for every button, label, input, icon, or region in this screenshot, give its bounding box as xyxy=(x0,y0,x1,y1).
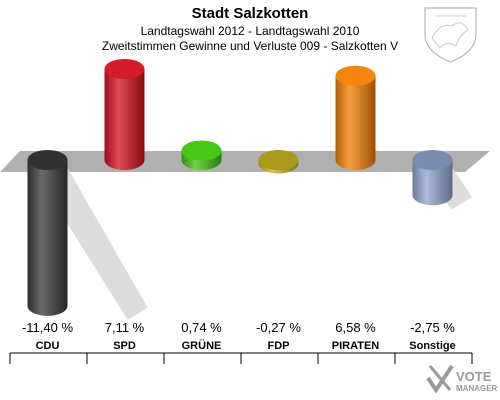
chart-subtitle-1: Landtagswahl 2012 - Landtagswahl 2010 xyxy=(141,24,360,38)
bar-cap xyxy=(104,58,145,79)
bars xyxy=(27,58,453,316)
category-label: SPD xyxy=(113,340,136,352)
category-label: GRÜNE xyxy=(182,339,222,352)
category-label: Sonstige xyxy=(409,340,455,352)
category-label: PIRATEN xyxy=(332,340,380,352)
bar-cap xyxy=(27,150,68,170)
value-labels: -11,40 % 7,11 % 0,74 % -0,27 % 6,58 % -2,75 % xyxy=(22,320,455,335)
watermark: VOTE MANAGER xyxy=(426,364,498,394)
category-labels: CDU SPD GRÜNE FDP PIRATEN Sonstige xyxy=(36,339,456,352)
watermark-manager: MANAGER xyxy=(456,384,498,393)
chart-title: Stadt Salzkotten xyxy=(192,5,309,22)
category-ticks xyxy=(9,353,473,364)
value-label: -0,27 % xyxy=(256,320,301,335)
bar-cap xyxy=(181,140,222,161)
value-label: 7,11 % xyxy=(105,320,145,335)
category-label: CDU xyxy=(36,340,60,352)
bar-cdu xyxy=(27,150,68,316)
bar-cap xyxy=(412,150,453,170)
bar-cap xyxy=(335,65,376,86)
bar-shadows xyxy=(37,168,472,320)
value-label: 6,58 % xyxy=(335,320,376,335)
bar-body xyxy=(412,160,453,206)
bar-cap xyxy=(258,150,299,170)
value-label: -11,40 % xyxy=(22,320,74,335)
bar-fdp xyxy=(258,150,299,174)
value-label: -2,75 % xyxy=(410,320,455,335)
value-label: 0,74 % xyxy=(181,320,222,335)
watermark-vote: VOTE xyxy=(456,369,492,384)
bar-piraten xyxy=(335,65,376,170)
chart-subtitle-2: Zweitstimmen Gewinne und Verluste 009 - … xyxy=(102,39,398,53)
crest-icon xyxy=(424,7,477,63)
bar-spd xyxy=(104,58,145,170)
bar-sonstige xyxy=(412,150,453,206)
checkmark-icon xyxy=(426,364,454,394)
bar-body xyxy=(335,75,376,170)
bar-grüne xyxy=(181,140,222,170)
bar-body xyxy=(104,68,145,170)
bar-body xyxy=(27,160,68,316)
category-label: FDP xyxy=(268,340,290,352)
